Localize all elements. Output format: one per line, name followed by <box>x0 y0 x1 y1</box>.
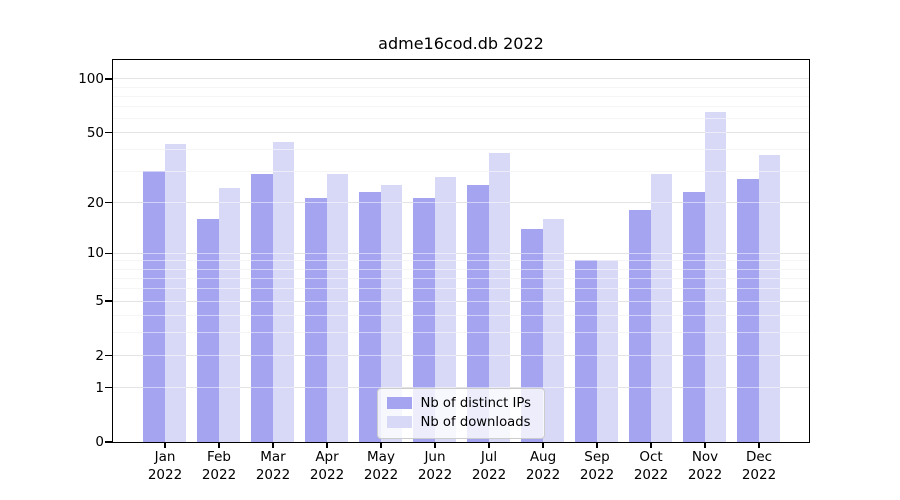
bar-distinct-ips-dec <box>737 179 759 442</box>
x-tick-mark <box>542 441 544 448</box>
bars-layer <box>113 60 809 442</box>
y-tick-mark <box>104 78 112 80</box>
legend-swatch-downloads-icon <box>386 415 412 429</box>
gridline <box>112 106 809 108</box>
x-tick-mark <box>488 441 490 448</box>
bar-downloads-dec <box>758 155 780 442</box>
chart-title: adme16cod.db 2022 <box>378 34 544 53</box>
gridlines-overlay-layer <box>112 60 809 442</box>
bar-downloads-jul <box>488 153 510 442</box>
x-tick-label: Mar 2022 <box>255 449 291 483</box>
x-tick-label: Jun 2022 <box>417 449 453 483</box>
gridline <box>112 132 809 134</box>
x-tick-label: Apr 2022 <box>309 449 345 483</box>
bar-downloads-jan <box>164 143 186 442</box>
x-tick-label: Aug 2022 <box>525 449 561 483</box>
x-tick-mark <box>704 441 706 448</box>
legend-item-downloads: Nb of downloads <box>386 413 535 432</box>
gridline <box>112 86 809 88</box>
legend-swatch-distinct-ips-icon <box>386 396 412 410</box>
gridline <box>112 355 809 357</box>
x-tick-mark <box>272 441 274 448</box>
gridline <box>112 171 809 173</box>
y-tick-label: 100 <box>78 70 104 87</box>
y-tick-mark <box>104 386 112 389</box>
x-tick-mark <box>218 441 220 448</box>
y-tick-label: 20 <box>86 194 104 211</box>
bar-distinct-ips-nov <box>683 191 705 442</box>
y-tick-mark <box>104 300 112 302</box>
x-tick-mark <box>650 441 652 448</box>
gridline <box>112 268 809 270</box>
x-tick-label: Sep 2022 <box>579 449 615 483</box>
x-tick-label: Feb 2022 <box>201 449 237 483</box>
bar-distinct-ips-sep <box>575 260 597 442</box>
bar-downloads-apr <box>326 173 348 442</box>
x-tick-label: Oct 2022 <box>633 449 669 483</box>
gridline <box>112 78 809 80</box>
y-tick-label: 2 <box>95 347 104 364</box>
legend-label-distinct-ips: Nb of distinct IPs <box>420 395 532 411</box>
gridline <box>112 252 809 254</box>
x-tick-mark <box>164 441 166 448</box>
bar-downloads-nov <box>704 111 726 442</box>
bar-downloads-aug <box>542 218 564 442</box>
gridline <box>112 332 809 334</box>
gridline <box>112 300 809 302</box>
bar-distinct-ips-mar <box>251 173 273 442</box>
gridline <box>112 149 809 151</box>
gridline <box>112 202 809 203</box>
x-tick-mark <box>758 441 760 448</box>
bar-downloads-mar <box>272 142 294 442</box>
x-tick-mark <box>434 441 436 448</box>
y-tick-mark <box>104 201 112 204</box>
gridline <box>112 118 809 120</box>
y-tick-label: 10 <box>86 245 104 262</box>
gridline <box>112 277 809 279</box>
x-tick-mark <box>596 441 598 448</box>
gridline <box>112 314 809 316</box>
x-tick-label: Dec 2022 <box>741 449 777 483</box>
bar-distinct-ips-apr <box>305 198 327 442</box>
gridline <box>112 288 809 290</box>
y-tick-mark <box>104 252 112 255</box>
gridline <box>112 260 809 262</box>
x-tick-label: Nov 2022 <box>687 449 723 483</box>
bar-distinct-ips-jul <box>467 185 489 442</box>
y-tick-mark <box>104 354 112 357</box>
legend: Nb of distinct IPs Nb of downloads <box>376 387 545 439</box>
x-tick-mark <box>326 441 328 448</box>
y-tick-label: 1 <box>95 379 104 396</box>
x-tick-label: Jul 2022 <box>471 449 507 483</box>
y-tick-label: 5 <box>95 293 104 309</box>
bar-downloads-sep <box>596 260 618 442</box>
x-tick-label: May 2022 <box>363 449 399 483</box>
legend-item-distinct-ips: Nb of distinct IPs <box>386 394 535 413</box>
bar-downloads-jun <box>434 176 456 442</box>
bar-distinct-ips-oct <box>629 209 651 442</box>
bar-distinct-ips-jun <box>413 198 435 442</box>
bar-downloads-may <box>380 185 402 442</box>
x-tick-label: Jan 2022 <box>147 449 183 483</box>
bar-distinct-ips-may <box>359 191 381 442</box>
y-tick-label: 0 <box>95 434 104 450</box>
bar-distinct-ips-jan <box>143 171 165 442</box>
bar-downloads-oct <box>650 173 672 442</box>
plot-area: Nb of distinct IPs Nb of downloads <box>111 58 810 443</box>
y-tick-mark <box>104 131 112 134</box>
y-tick-mark <box>104 441 112 443</box>
y-tick-label: 50 <box>86 124 104 141</box>
bar-distinct-ips-feb <box>197 218 219 442</box>
x-tick-mark <box>380 441 382 448</box>
gridline <box>112 95 809 97</box>
legend-label-downloads: Nb of downloads <box>420 414 531 430</box>
